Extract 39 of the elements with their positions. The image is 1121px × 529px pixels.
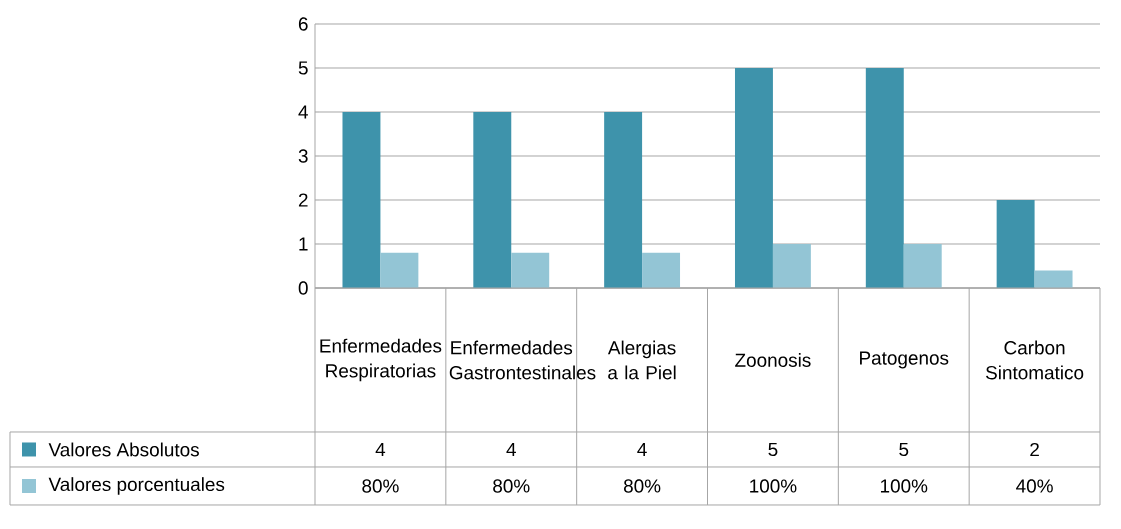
y-tick-label: 1 [299, 237, 308, 251]
x-tick-label: Carbon Sintomatico [985, 340, 1084, 380]
data-label: 4 [637, 442, 647, 456]
x-tick-label: Enfermedades Respiratorias [320, 338, 442, 382]
bar [511, 252, 550, 288]
data-label: 80% [623, 479, 661, 493]
data-label: 40% [1016, 479, 1053, 493]
legend-label: Valores porcentuales [48, 477, 225, 495]
x-tick-label: Alergias a la Piel [607, 340, 676, 380]
y-tick-label: 2 [298, 193, 308, 207]
bar [342, 111, 381, 288]
bar [772, 243, 811, 288]
data-label: 4 [506, 442, 516, 456]
bar [642, 252, 681, 288]
bar [1034, 270, 1073, 288]
legend-label: Valores Absolutos [48, 442, 199, 457]
y-tick-label: 4 [298, 105, 308, 119]
y-tick-label: 3 [298, 149, 308, 163]
y-tick-label: 0 [298, 281, 308, 295]
x-tick-label: Enfermedades Gastrontestinales [449, 340, 596, 380]
data-label: 80% [362, 479, 399, 493]
data-label: 100% [880, 479, 928, 493]
data-label: 80% [493, 479, 530, 493]
bar [473, 111, 512, 288]
data-label: 100% [750, 479, 797, 493]
data-label: 5 [899, 442, 909, 457]
y-tick-label: 5 [298, 61, 308, 75]
bar [734, 67, 773, 288]
x-tick-label: Patogenos [860, 351, 949, 369]
bar [996, 199, 1035, 288]
y-tick-label: 6 [298, 17, 308, 31]
x-tick-label: Zoonosis [735, 353, 811, 367]
bar [380, 252, 419, 288]
bar [865, 67, 904, 288]
bar [604, 111, 643, 288]
data-label: 4 [375, 442, 386, 456]
data-label: 5 [768, 442, 778, 457]
data-label: 2 [1030, 442, 1039, 457]
bar [903, 243, 942, 288]
